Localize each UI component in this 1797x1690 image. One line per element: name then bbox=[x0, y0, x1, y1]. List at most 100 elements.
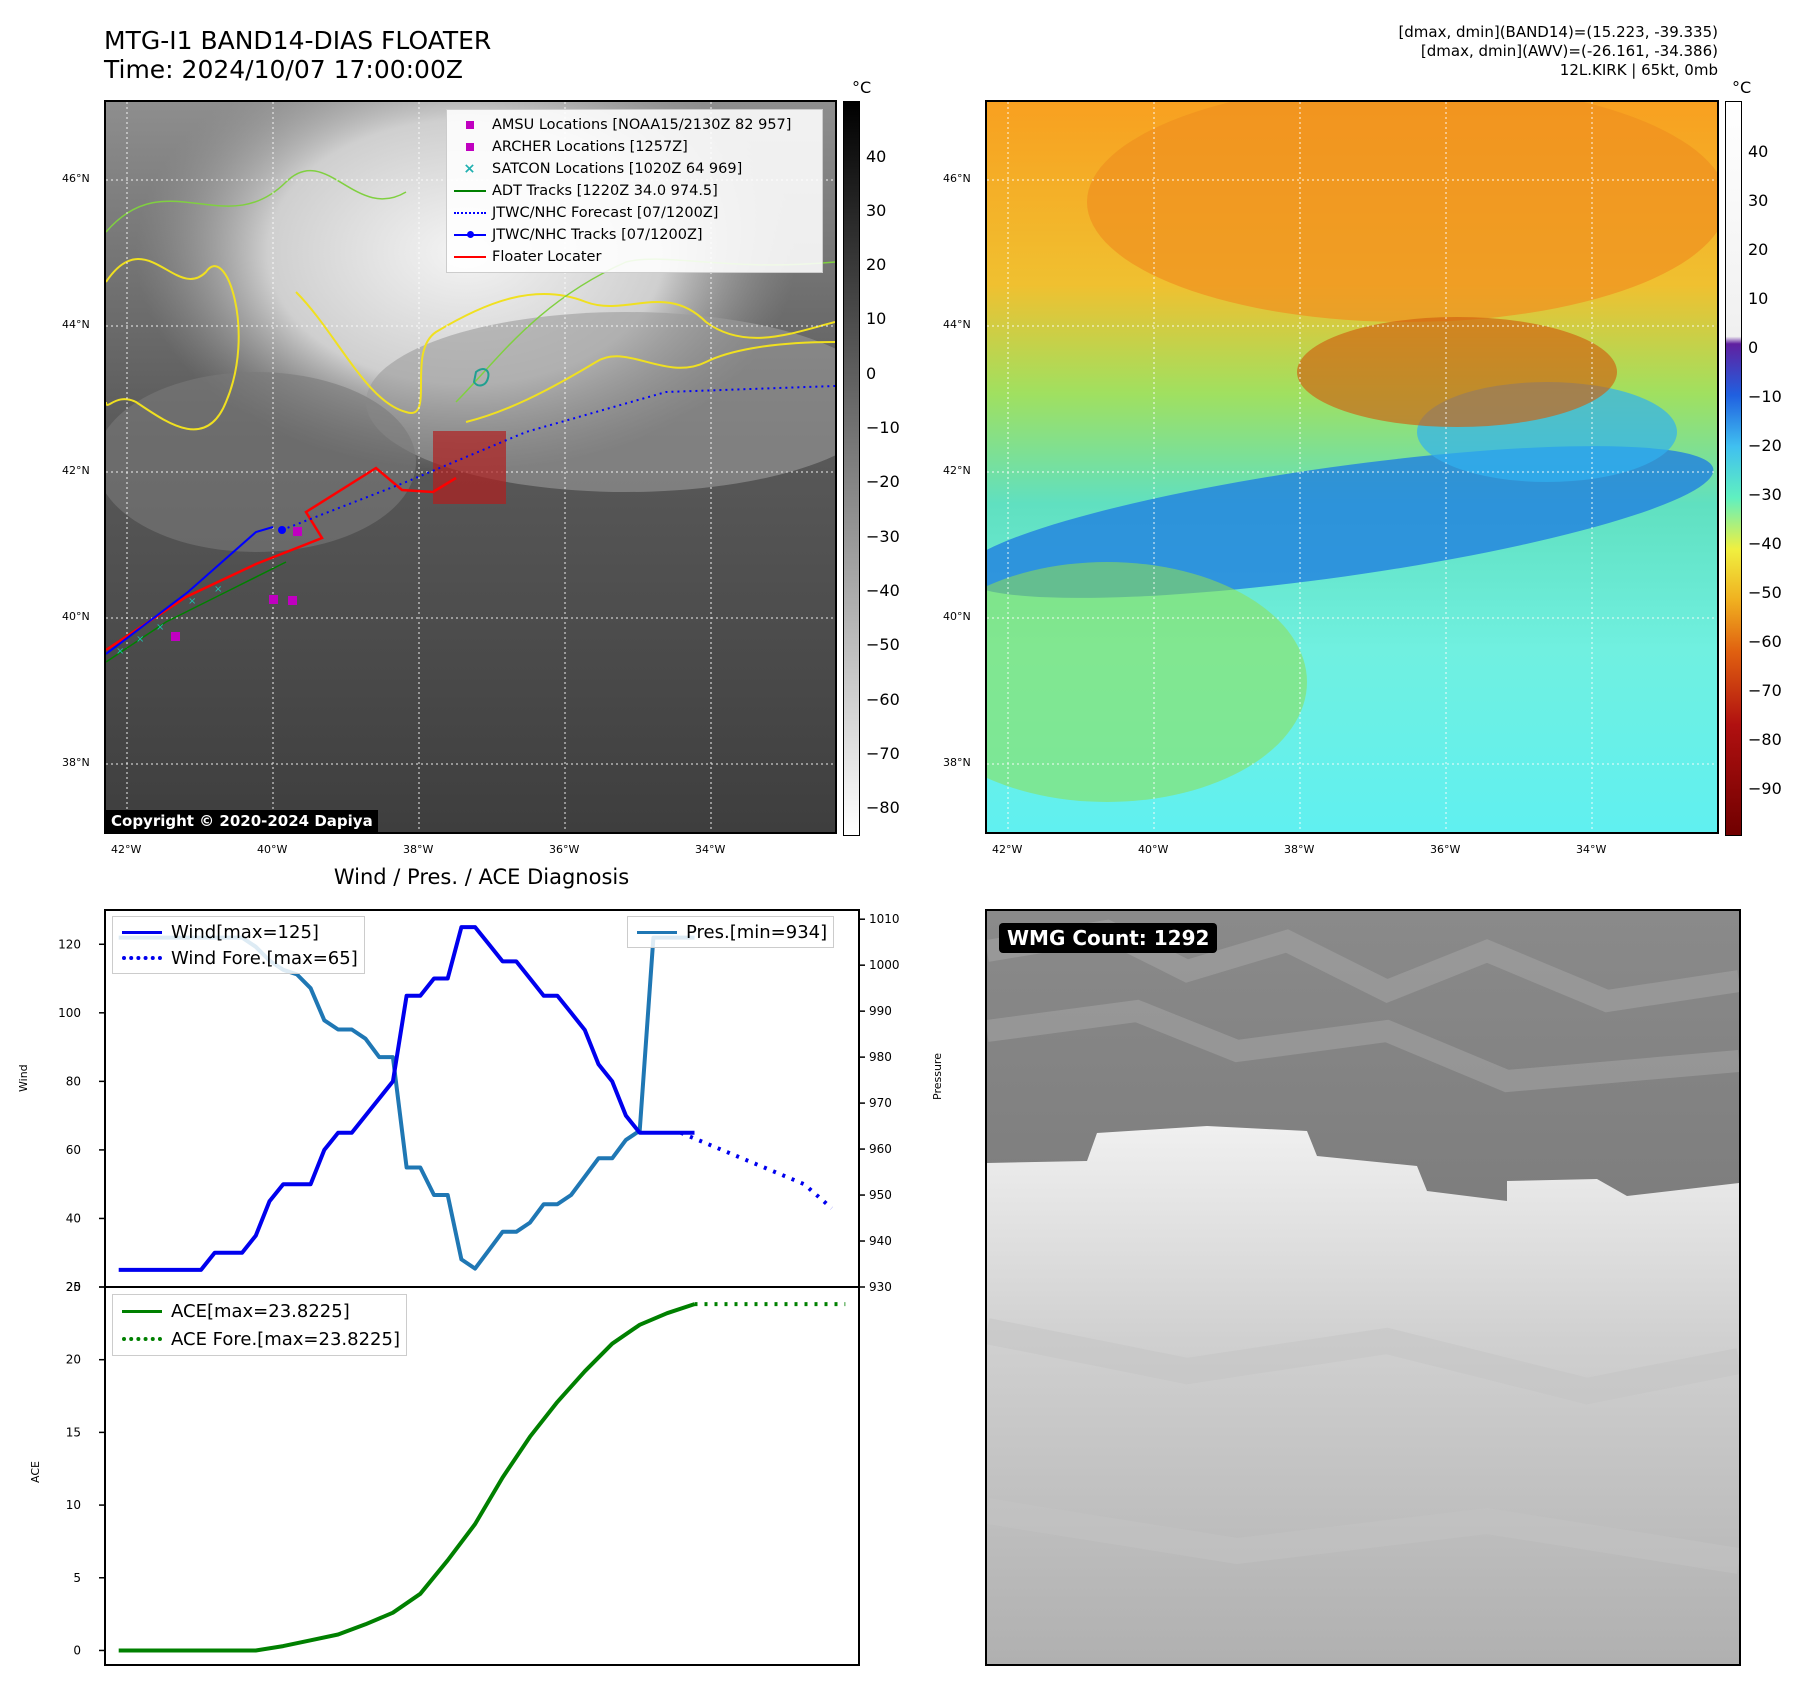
cb-left-tick: −30 bbox=[866, 527, 900, 546]
legend-label-forecast: JTWC/NHC Forecast [07/1200Z] bbox=[492, 205, 719, 221]
wind-axis-tick-label: 100 bbox=[58, 1006, 81, 1020]
cb-left-tick: −20 bbox=[866, 472, 900, 491]
awv-grid bbox=[987, 102, 1717, 832]
ace-legend: ACE[max=23.8225] ACE Fore.[max=23.8225] bbox=[112, 1294, 407, 1356]
legend-label-amsu: AMSU Locations [NOAA15/2130Z 82 957] bbox=[492, 117, 792, 133]
cb-right-tick: −10 bbox=[1748, 387, 1782, 406]
lat-label-38: 38°N bbox=[62, 756, 90, 769]
legend-label-archer: ARCHER Locations [1257Z] bbox=[492, 139, 688, 155]
wmg-count-label: WMG Count: 1292 bbox=[999, 923, 1218, 953]
wind-axis-tick-label: 60 bbox=[66, 1143, 81, 1157]
cb-right-tick: −90 bbox=[1748, 779, 1782, 798]
wind-axis-label: Wind bbox=[17, 1064, 30, 1092]
copyright-label: Copyright © 2020-2024 Dapiya bbox=[106, 810, 378, 832]
contour-yellow-2 bbox=[295, 291, 835, 414]
line-icon bbox=[453, 256, 486, 258]
pressure-axis-tick-label: 980 bbox=[869, 1050, 892, 1064]
cb-left-tick: −60 bbox=[866, 690, 900, 709]
awv-colorbar-unit: °C bbox=[1732, 78, 1752, 97]
amsu-archer-points bbox=[171, 527, 302, 641]
title-time: Time: 2024/10/07 17:00:00Z bbox=[104, 55, 463, 84]
square-icon bbox=[465, 121, 474, 129]
wind-line bbox=[118, 925, 695, 1272]
green-fringe bbox=[987, 562, 1307, 802]
cb-right-tick: −80 bbox=[1748, 730, 1782, 749]
ace-axis-tick-label: 5 bbox=[73, 1571, 81, 1585]
ir-colorbar-unit: °C bbox=[852, 78, 872, 97]
square-icon bbox=[465, 143, 474, 151]
lon-label-36: 36°W bbox=[549, 843, 580, 856]
lat-label-46: 46°N bbox=[943, 172, 971, 185]
lon-label-38: 38°W bbox=[1284, 843, 1315, 856]
ace-axis-tick-label: 0 bbox=[73, 1643, 81, 1657]
awv-colorbar bbox=[1725, 101, 1742, 836]
awv-map-panel[interactable] bbox=[985, 100, 1719, 834]
cb-left-tick: −80 bbox=[866, 798, 900, 817]
cb-right-tick: 10 bbox=[1748, 289, 1769, 308]
pressure-legend: Pres.[min=934] bbox=[627, 916, 835, 948]
legend-label-tracks: JTWC/NHC Tracks [07/1200Z] bbox=[492, 227, 703, 243]
ir-legend: AMSU Locations [NOAA15/2130Z 82 957] ARC… bbox=[446, 109, 823, 273]
lon-label-34: 34°W bbox=[1576, 843, 1607, 856]
dry-band bbox=[987, 446, 1714, 598]
svg-text:×: × bbox=[156, 622, 164, 633]
cb-left-tick: 20 bbox=[866, 255, 887, 274]
lat-label-42: 42°N bbox=[62, 464, 90, 477]
cb-right-tick: 30 bbox=[1748, 191, 1769, 210]
legend-label-satcon: SATCON Locations [1020Z 64 969] bbox=[492, 161, 743, 177]
wmg-canvas bbox=[987, 911, 1739, 1664]
pressure-axis-tick-label: 990 bbox=[869, 1004, 892, 1018]
satcon-points: × × × × × bbox=[116, 584, 222, 657]
awv-map-canvas bbox=[987, 102, 1717, 832]
moist-core-2 bbox=[1297, 317, 1617, 427]
pressure-axis-tick-label: 950 bbox=[869, 1188, 892, 1202]
dotted-line-icon bbox=[122, 956, 162, 960]
wind-legend: Wind[max=125] Wind Fore.[max=65] bbox=[112, 916, 365, 974]
wind-axis-tick-label: 80 bbox=[66, 1074, 81, 1088]
pressure-axis-tick-label: 1000 bbox=[869, 958, 900, 972]
line-icon bbox=[453, 190, 486, 192]
chart-title: MTG-I1 BAND14-DIAS FLOATER Time: 2024/10… bbox=[104, 26, 491, 84]
legend-item-satcon: × SATCON Locations [1020Z 64 969] bbox=[447, 158, 822, 180]
cb-right-tick: −60 bbox=[1748, 632, 1782, 651]
cb-right-tick: −50 bbox=[1748, 583, 1782, 602]
cb-right-tick: −30 bbox=[1748, 485, 1782, 504]
x-icon: × bbox=[463, 161, 476, 177]
legend-label-wind-fore: Wind Fore.[max=65] bbox=[171, 947, 358, 969]
wmg-panel[interactable]: WMG Count: 1292 bbox=[985, 909, 1741, 1666]
cb-left-tick: −10 bbox=[866, 418, 900, 437]
ace-axis-tick-label: 25 bbox=[66, 1280, 81, 1294]
wind-forecast-line bbox=[680, 1130, 833, 1210]
contour-yellow-3 bbox=[465, 341, 835, 423]
legend-label-adt: ADT Tracks [1220Z 34.0 974.5] bbox=[492, 183, 718, 199]
legend-label-floater: Floater Locater bbox=[492, 249, 602, 265]
legend-item-floater: Floater Locater bbox=[447, 246, 822, 268]
legend-item-archer: ARCHER Locations [1257Z] bbox=[447, 136, 822, 158]
legend-label-ace-fore: ACE Fore.[max=23.8225] bbox=[171, 1328, 400, 1350]
cb-right-tick: 40 bbox=[1748, 142, 1769, 161]
legend-item-ace: ACE[max=23.8225] bbox=[113, 1297, 400, 1325]
lon-label-36: 36°W bbox=[1430, 843, 1461, 856]
legend-item-forecast: JTWC/NHC Forecast [07/1200Z] bbox=[447, 202, 822, 224]
wmg-texture-2 bbox=[987, 1318, 1739, 1574]
line-dot-icon bbox=[453, 231, 486, 238]
wind-axis-tick-label: 20 bbox=[66, 1280, 81, 1294]
legend-item-amsu: AMSU Locations [NOAA15/2130Z 82 957] bbox=[447, 114, 822, 136]
ace-axis-tick-label: 15 bbox=[66, 1425, 81, 1439]
lon-label-42: 42°W bbox=[992, 843, 1023, 856]
moist-core bbox=[1087, 102, 1717, 322]
svg-text:×: × bbox=[214, 584, 222, 595]
ace-plot-frame bbox=[104, 1286, 860, 1666]
lon-label-40: 40°W bbox=[1138, 843, 1169, 856]
svg-text:×: × bbox=[116, 646, 124, 657]
floater-box bbox=[433, 431, 506, 504]
lon-label-42: 42°W bbox=[111, 843, 142, 856]
ir-map-panel[interactable]: × × × × × AMSU Locations [NOAA15/2130Z 82 95… bbox=[104, 100, 837, 834]
legend-label-wind: Wind[max=125] bbox=[171, 921, 319, 943]
cb-right-tick: 20 bbox=[1748, 240, 1769, 259]
cb-left-tick: 0 bbox=[866, 364, 877, 383]
title-product: MTG-I1 BAND14-DIAS FLOATER bbox=[104, 26, 492, 55]
line-icon bbox=[122, 1309, 162, 1313]
pressure-axis-tick-label: 960 bbox=[869, 1142, 892, 1156]
cb-left-tick: −40 bbox=[866, 581, 900, 600]
